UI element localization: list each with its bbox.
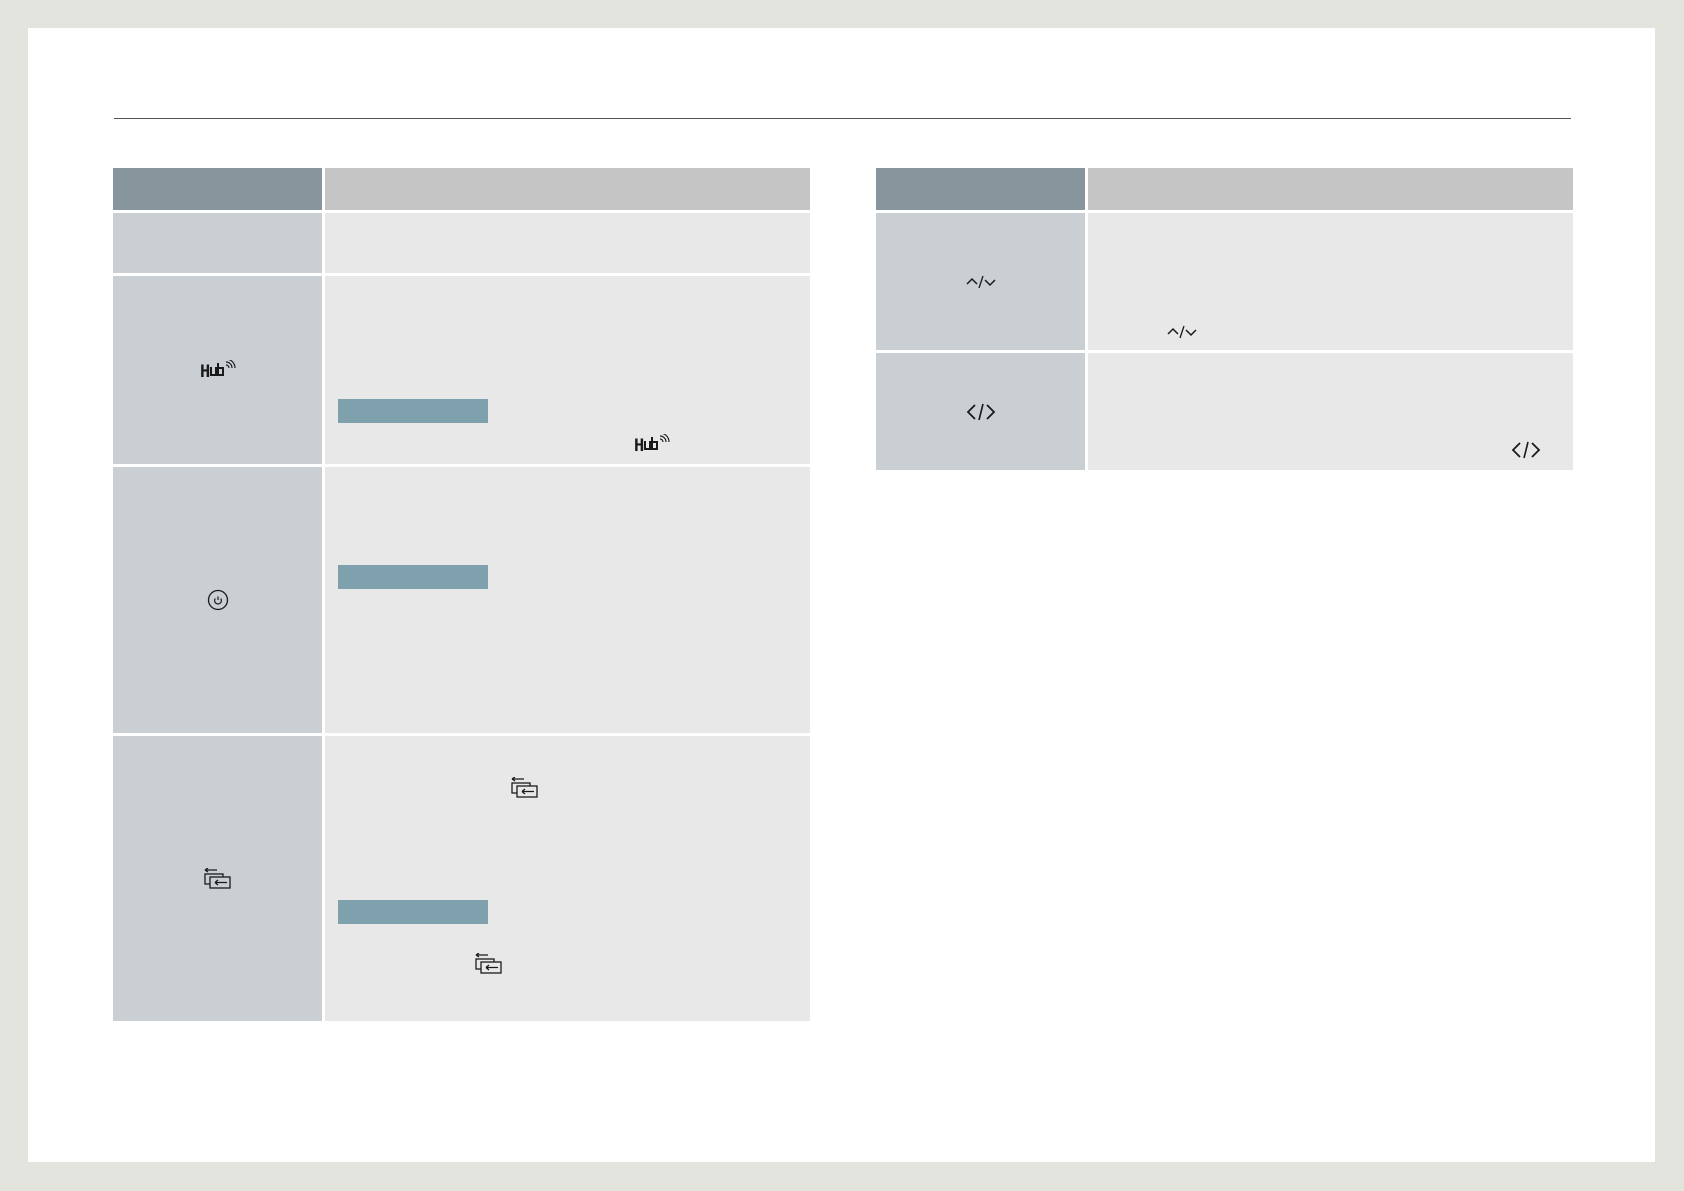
value-cell [325,467,810,733]
key-cell [876,353,1085,470]
header-value-cell [325,168,810,210]
value-cell [325,213,810,273]
value-cell: H [325,276,810,464]
key-cell: H [113,276,322,464]
up-down-icon [1166,324,1198,340]
svg-text:H: H [200,362,210,380]
table-row [113,467,810,733]
left-right-icon [1511,440,1541,460]
source-switch-icon [510,777,540,799]
key-cell [113,736,322,1021]
value-cell [325,736,810,1021]
table-row [113,736,810,1021]
table-row [876,213,1573,350]
hub-icon: H [200,360,236,380]
source-switch-icon [203,867,233,890]
left-right-icon [966,402,996,422]
left-table: H H [113,168,810,1024]
header-rule [114,118,1571,119]
key-cell [113,213,322,273]
table-row [113,213,810,273]
highlight-tag [338,399,488,423]
up-down-icon [965,274,997,290]
table-header-row [876,168,1573,210]
header-key-cell [876,168,1085,210]
document-page: H H [28,28,1655,1162]
hub-icon: H [634,434,670,454]
key-cell [113,467,322,733]
svg-text:H: H [634,436,644,454]
table-row [876,353,1573,470]
source-switch-icon [474,953,504,975]
highlight-tag [338,900,488,924]
table-header-row [113,168,810,210]
key-cell [876,213,1085,350]
value-cell [1088,213,1573,350]
right-table [876,168,1573,473]
table-row: H H [113,276,810,464]
highlight-tag [338,565,488,589]
header-key-cell [113,168,322,210]
header-value-cell [1088,168,1573,210]
value-cell [1088,353,1573,470]
power-icon [207,589,229,611]
